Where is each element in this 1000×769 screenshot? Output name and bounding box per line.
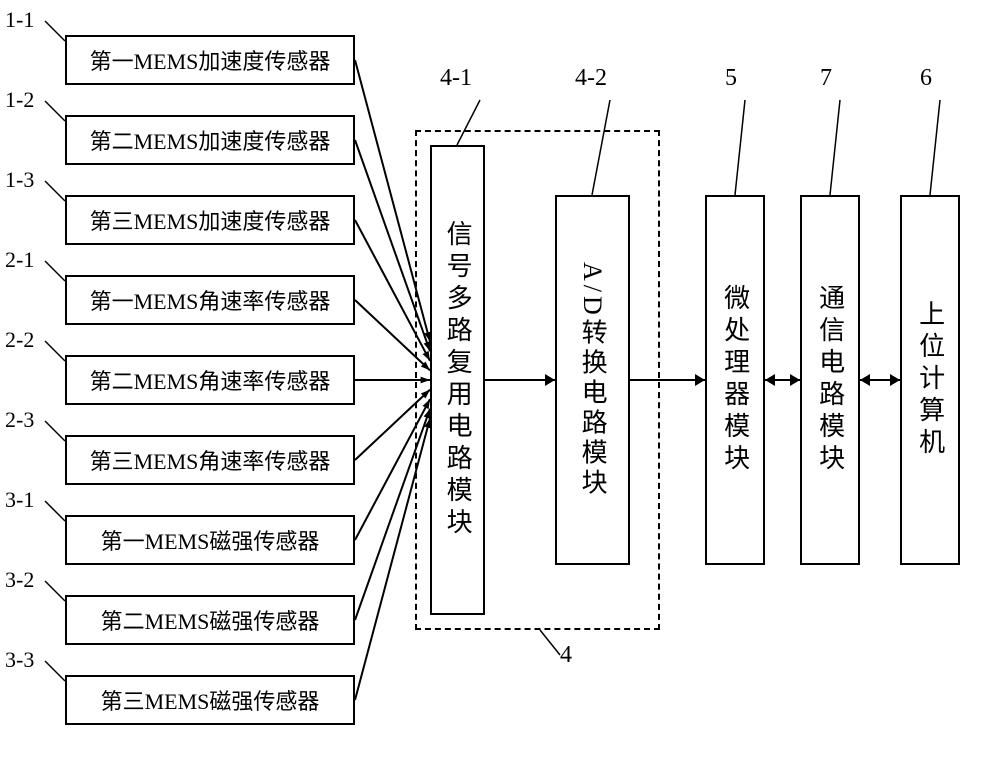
sensor-box-3-3: 第三MEMS磁强传感器 [65,675,355,725]
block-adc: A/D转换电路模块 [555,195,630,565]
block-mux: 信号多路复用电路模块 [430,145,485,615]
sensor-label-3-3: 3-3 [5,647,34,673]
sensor-label-2-1: 2-1 [5,247,34,273]
block-mcu: 微处理器模块 [705,195,765,565]
sensor-label-1-2: 1-2 [5,87,34,113]
sensor-label-2-2: 2-2 [5,327,34,353]
block-label-adc: 4-2 [575,65,607,92]
sensor-box-2-3: 第三MEMS角速率传感器 [65,435,355,485]
sensor-label-2-3: 2-3 [5,407,34,433]
block-label-host: 6 [920,65,932,92]
block-host: 上位计算机 [900,195,960,565]
block-label-mcu: 5 [725,65,737,92]
sensor-box-2-1: 第一MEMS角速率传感器 [65,275,355,325]
block-label-comm: 7 [820,65,832,92]
dashed-group-label: 4 [560,642,572,669]
sensor-box-1-3: 第三MEMS加速度传感器 [65,195,355,245]
sensor-label-1-3: 1-3 [5,167,34,193]
sensor-box-2-2: 第二MEMS角速率传感器 [65,355,355,405]
sensor-label-3-1: 3-1 [5,487,34,513]
sensor-box-3-2: 第二MEMS磁强传感器 [65,595,355,645]
sensor-label-3-2: 3-2 [5,567,34,593]
sensor-box-1-1: 第一MEMS加速度传感器 [65,35,355,85]
sensor-box-3-1: 第一MEMS磁强传感器 [65,515,355,565]
sensor-label-1-1: 1-1 [5,7,34,33]
block-comm: 通信电路模块 [800,195,860,565]
sensor-box-1-2: 第二MEMS加速度传感器 [65,115,355,165]
block-label-mux: 4-1 [440,65,472,92]
